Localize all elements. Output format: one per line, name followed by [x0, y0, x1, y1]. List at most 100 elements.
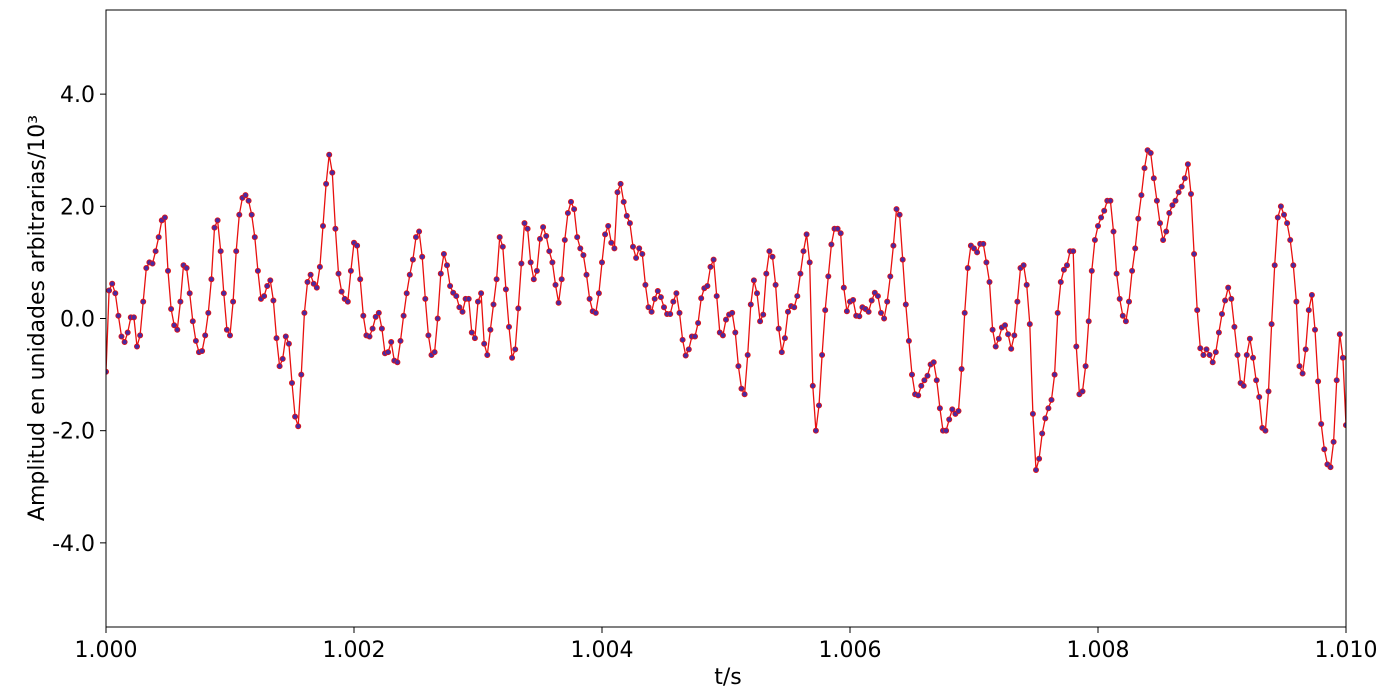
data-point	[769, 253, 776, 260]
data-point	[112, 290, 119, 297]
data-point	[642, 281, 649, 288]
data-point	[171, 322, 178, 329]
y-tick-label: -2.0	[52, 420, 95, 445]
data-line	[106, 148, 1346, 471]
data-point	[834, 225, 841, 232]
data-point	[949, 406, 956, 413]
data-point	[1110, 228, 1117, 235]
x-tick-label: 1.002	[323, 638, 386, 663]
data-point	[282, 333, 289, 340]
data-point	[270, 297, 277, 304]
data-point	[403, 290, 410, 297]
data-point	[505, 323, 512, 330]
data-point	[868, 297, 875, 304]
data-point	[673, 290, 680, 297]
data-point	[124, 329, 131, 336]
data-point	[437, 270, 444, 277]
data-point	[1051, 371, 1058, 378]
data-point	[1033, 466, 1040, 473]
data-point	[1271, 262, 1278, 269]
data-point	[1225, 284, 1232, 291]
data-point	[115, 312, 122, 319]
data-point	[301, 309, 308, 316]
data-point	[738, 385, 745, 392]
data-point	[540, 224, 547, 231]
data-point	[1243, 351, 1250, 358]
data-point	[971, 245, 978, 252]
data-point	[220, 290, 227, 297]
y-tick-label: 2.0	[60, 195, 95, 220]
data-point	[502, 286, 509, 293]
data-point	[1141, 165, 1148, 172]
data-point	[332, 225, 339, 232]
data-point	[1005, 331, 1012, 338]
data-point	[515, 305, 522, 312]
data-point	[1095, 222, 1102, 229]
data-point	[766, 248, 773, 255]
data-point	[794, 293, 801, 300]
data-point	[1172, 197, 1179, 204]
data-point	[630, 243, 637, 250]
data-point	[177, 298, 184, 305]
data-point	[800, 248, 807, 255]
data-point	[1157, 220, 1164, 227]
data-point	[357, 276, 364, 283]
data-point	[1088, 267, 1095, 274]
data-point	[803, 231, 810, 238]
data-point	[1138, 192, 1145, 199]
data-point	[1070, 248, 1077, 255]
data-point	[1122, 318, 1129, 325]
data-point	[295, 423, 302, 430]
data-point	[344, 298, 351, 305]
data-point	[412, 234, 419, 241]
data-point	[251, 234, 258, 241]
data-point	[614, 189, 621, 196]
data-point	[1333, 377, 1340, 384]
data-point	[1206, 351, 1213, 358]
data-point	[1339, 354, 1346, 361]
data-point	[471, 335, 478, 342]
data-point	[453, 293, 460, 300]
data-point	[905, 337, 912, 344]
data-point	[983, 259, 990, 266]
data-point	[137, 332, 144, 339]
data-point	[698, 295, 705, 302]
data-point	[564, 210, 571, 217]
data-point	[465, 295, 472, 302]
data-point	[778, 349, 785, 356]
data-point	[360, 312, 367, 319]
data-point	[369, 325, 376, 332]
data-point	[140, 298, 147, 305]
data-point	[586, 295, 593, 302]
data-point	[819, 351, 826, 358]
data-point	[1228, 295, 1235, 302]
data-point	[323, 180, 330, 187]
data-point	[1036, 455, 1043, 462]
data-point	[518, 260, 525, 267]
data-point	[543, 233, 550, 240]
data-point	[797, 270, 804, 277]
data-point	[546, 248, 553, 255]
data-point	[595, 290, 602, 297]
x-tick-label: 1.000	[75, 638, 138, 663]
data-point	[1054, 309, 1061, 316]
data-point	[747, 301, 754, 308]
data-point	[732, 329, 739, 336]
data-point	[791, 304, 798, 311]
data-point	[608, 239, 615, 246]
data-point	[1029, 410, 1036, 417]
data-point	[651, 295, 658, 302]
data-point	[639, 250, 646, 257]
data-point	[1194, 307, 1201, 314]
data-point	[276, 363, 283, 370]
data-point	[1023, 281, 1030, 288]
data-point	[657, 294, 664, 301]
data-point	[1231, 323, 1238, 330]
data-point	[214, 217, 221, 224]
data-point	[707, 263, 714, 270]
data-point	[924, 372, 931, 379]
data-point	[865, 308, 872, 315]
data-point	[599, 259, 606, 266]
data-point	[419, 253, 426, 260]
data-point	[313, 284, 320, 291]
